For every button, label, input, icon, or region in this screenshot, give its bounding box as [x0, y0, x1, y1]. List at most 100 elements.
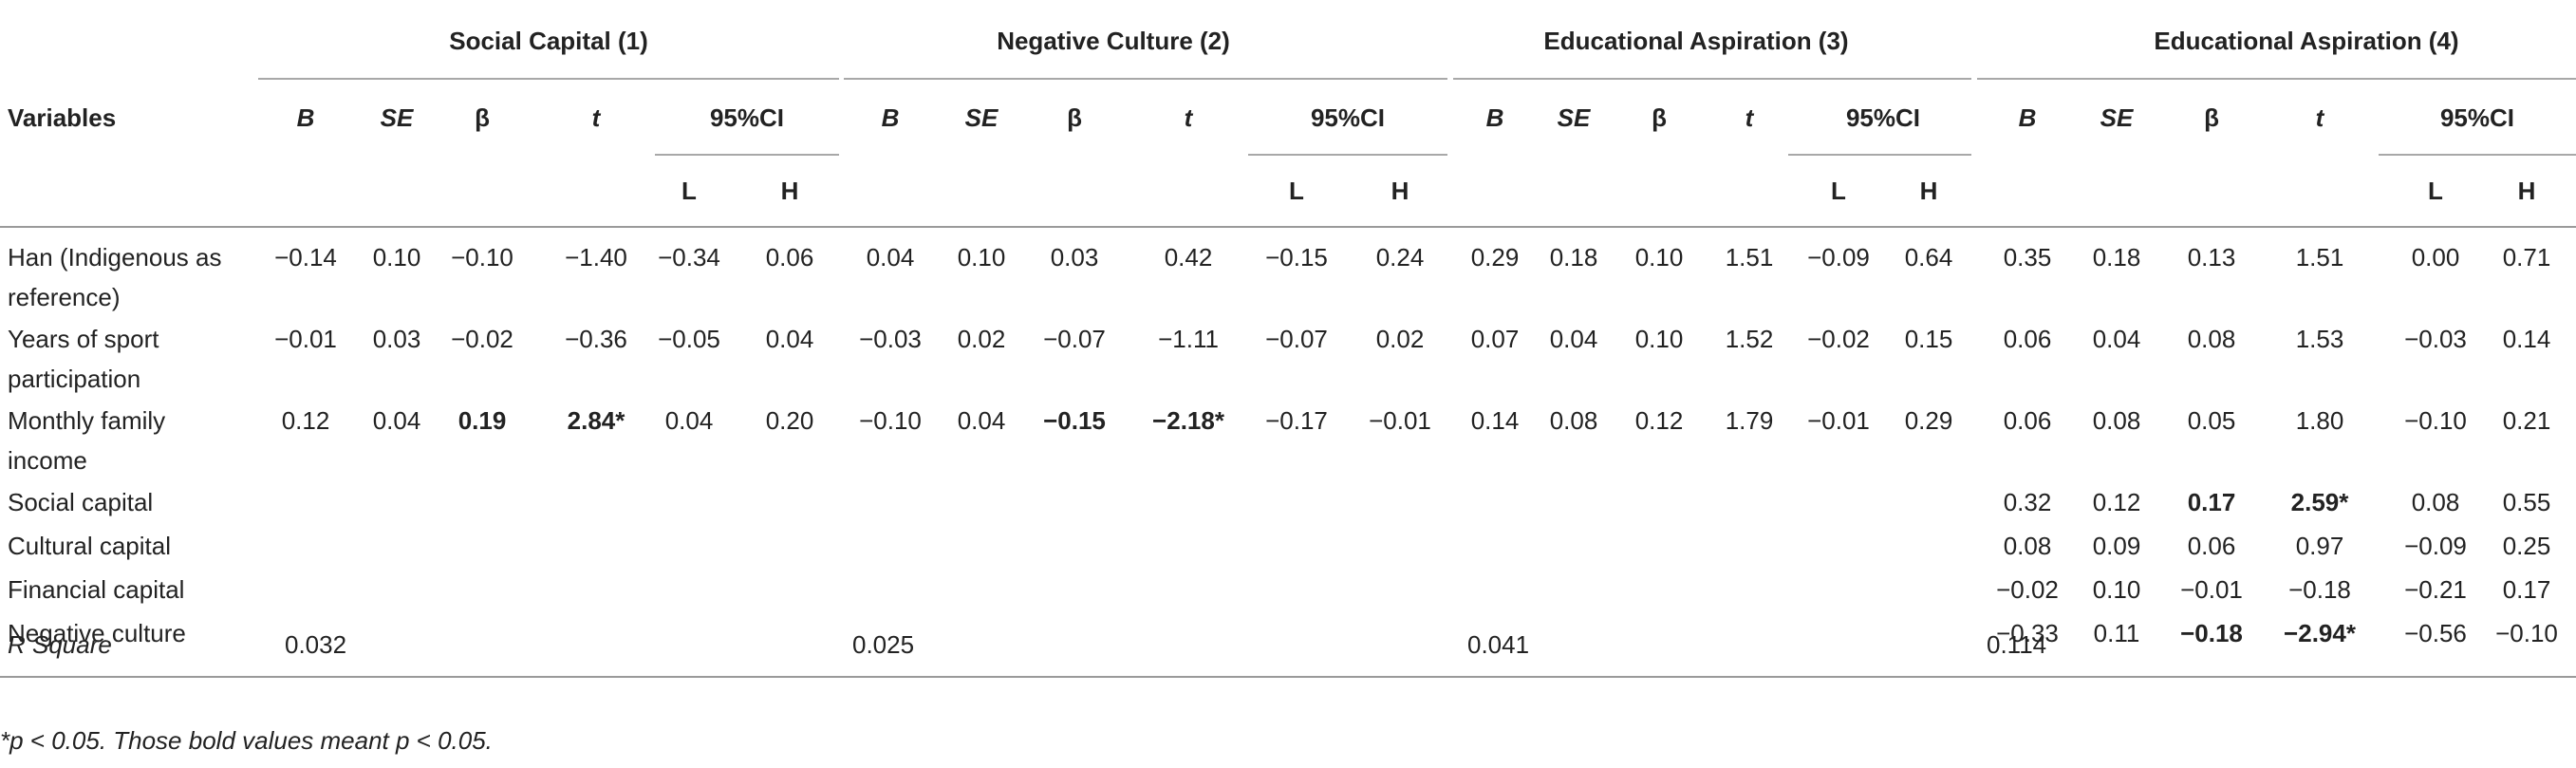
r-square-label: R Square [8, 630, 112, 659]
stat-header-se: SE [380, 103, 414, 132]
table-cell: 0.35 [2003, 243, 2052, 272]
table-cell: −0.01 [2180, 575, 2243, 604]
stat-header-t: t [591, 103, 601, 132]
table-cell: 0.12 [2092, 488, 2141, 516]
stat-header-beta: β [1652, 103, 1667, 132]
ci-high-header: H [2517, 177, 2536, 205]
group-rule-1 [258, 78, 839, 80]
table-cell: 0.04 [1549, 325, 1598, 353]
table-cell: 0.10 [372, 243, 421, 272]
stat-header-b: B [881, 103, 900, 132]
table-cell: 0.08 [2411, 488, 2460, 516]
group-rule-2 [844, 78, 1447, 80]
table-cell: −0.14 [274, 243, 337, 272]
stat-header-b: B [296, 103, 315, 132]
row-label: Financial capital [8, 575, 185, 604]
table-cell: 1.51 [2295, 243, 2344, 272]
row-label: Years of sport participation [8, 325, 159, 393]
table-cell: 0.64 [1904, 243, 1953, 272]
table-cell: 0.14 [2502, 325, 2551, 353]
table-cell: 0.18 [2092, 243, 2141, 272]
table-cell: −0.56 [2404, 619, 2467, 647]
table-cell: 0.07 [1470, 325, 1520, 353]
table-cell: −0.21 [2404, 575, 2467, 604]
stat-header-se: SE [1557, 103, 1591, 132]
stat-header-ci: 95%CI [1845, 103, 1921, 132]
table-cell: −0.18 [2288, 575, 2351, 604]
row-label: Han (Indigenous as reference) [8, 243, 222, 311]
table-cell: 1.80 [2295, 406, 2344, 435]
footnote: *p < 0.05. Those bold values meant p < 0… [0, 726, 493, 755]
stat-header-ci: 95%CI [2439, 103, 2515, 132]
table-cell: 0.04 [866, 243, 915, 272]
table-cell: 2.84* [567, 406, 625, 435]
row-label: Social capital [8, 488, 154, 516]
table-cell: 1.51 [1725, 243, 1774, 272]
table-cell: 0.21 [2502, 406, 2551, 435]
stat-header-beta: β [475, 103, 490, 132]
table-cell: 0.10 [957, 243, 1006, 272]
table-cell: −2.18* [1152, 406, 1224, 435]
ci-high-header: H [1919, 177, 1938, 205]
table-cell: 0.08 [1549, 406, 1598, 435]
table-cell: −0.01 [274, 325, 337, 353]
table-cell: 0.05 [2187, 406, 2236, 435]
table-cell: 0.25 [2502, 532, 2551, 560]
stat-header-beta: β [1067, 103, 1082, 132]
table-cell: 0.55 [2502, 488, 2551, 516]
table-cell: 0.10 [2092, 575, 2141, 604]
row-label: Monthly family income [8, 406, 166, 475]
header-bottom-rule [0, 226, 2576, 228]
table-cell: 1.79 [1725, 406, 1774, 435]
table-cell: −0.18 [2180, 619, 2243, 647]
table-cell: −0.03 [859, 325, 922, 353]
group-header-negative-culture: Negative Culture (2) [997, 27, 1230, 55]
table-cell: 0.12 [281, 406, 330, 435]
table-cell: 0.17 [2502, 575, 2551, 604]
table-cell: 0.03 [1050, 243, 1099, 272]
stat-header-beta: β [2204, 103, 2219, 132]
table-cell: −0.10 [451, 243, 513, 272]
table-cell: 0.06 [2003, 406, 2052, 435]
group-header-educational-aspiration-3: Educational Aspiration (3) [1543, 27, 1849, 55]
table-cell: −0.03 [2404, 325, 2467, 353]
table-cell: 0.29 [1470, 243, 1520, 272]
table-cell: 0.08 [2003, 532, 2052, 560]
stat-header-t: t [2315, 103, 2324, 132]
table-cell: −1.40 [565, 243, 627, 272]
table-cell: 0.08 [2092, 406, 2141, 435]
table-cell: 0.97 [2295, 532, 2344, 560]
ci-rule-4 [2379, 154, 2576, 156]
table-cell: −0.34 [658, 243, 720, 272]
table-cell: 0.04 [664, 406, 714, 435]
table-cell: 0.04 [957, 406, 1006, 435]
table-cell: 0.03 [372, 325, 421, 353]
table-cell: −0.10 [2404, 406, 2467, 435]
table-cell: −0.36 [565, 325, 627, 353]
table-cell: −0.17 [1265, 406, 1328, 435]
r-square-value-1: 0.032 [285, 630, 347, 659]
stat-header-t: t [1184, 103, 1193, 132]
table-cell: −1.11 [1158, 325, 1219, 353]
r-square-value-3: 0.041 [1467, 630, 1530, 659]
table-cell: 0.04 [2092, 325, 2141, 353]
table-cell: 0.17 [2187, 488, 2236, 516]
table-cell: −0.02 [1996, 575, 2059, 604]
table-cell: 1.53 [2295, 325, 2344, 353]
stat-header-se: SE [964, 103, 999, 132]
table-cell: −0.15 [1043, 406, 1106, 435]
table-cell: 0.09 [2092, 532, 2141, 560]
ci-rule-1 [655, 154, 839, 156]
stat-header-ci: 95%CI [709, 103, 785, 132]
table-cell: 0.15 [1904, 325, 1953, 353]
table-cell: 0.18 [1549, 243, 1598, 272]
table-cell: −0.33 [1996, 619, 2059, 647]
group-header-social-capital: Social Capital (1) [449, 27, 648, 55]
table-cell: 0.00 [2411, 243, 2460, 272]
table-cell: 0.19 [457, 406, 507, 435]
table-cell: 0.10 [1634, 325, 1684, 353]
ci-high-header: H [780, 177, 799, 205]
stat-header-t: t [1745, 103, 1754, 132]
table-cell: −0.09 [2404, 532, 2467, 560]
ci-low-header: L [1831, 177, 1846, 205]
